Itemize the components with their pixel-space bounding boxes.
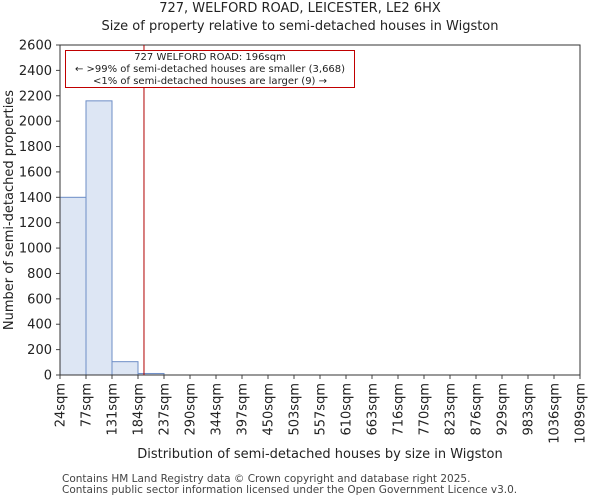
- plot-border: [59, 44, 581, 376]
- histogram-bar: [85, 100, 113, 376]
- x-tick-label: 1036sqm: [548, 383, 563, 444]
- x-tick-label: 344sqm: [210, 383, 225, 436]
- y-tick-label: 400: [27, 318, 52, 333]
- x-tick-label: 823sqm: [444, 383, 459, 436]
- chart-subtitle: Size of property relative to semi-detach…: [101, 19, 499, 34]
- x-tick-label: 983sqm: [522, 383, 537, 436]
- x-tick-label: 716sqm: [392, 383, 407, 436]
- x-tick-label: 929sqm: [496, 383, 511, 436]
- y-tick-label: 0: [44, 369, 52, 384]
- annotation-line-2: ← >99% of semi-detached houses are small…: [74, 64, 346, 75]
- annotation-line-3: <1% of semi-detached houses are larger (…: [92, 76, 328, 87]
- footer-line-2: Contains public sector information licen…: [62, 484, 518, 496]
- y-tick-label: 2600: [19, 39, 52, 54]
- x-tick-label: 24sqm: [54, 383, 69, 427]
- marker-annotation: 727 WELFORD ROAD: 196sqm ← >99% of semi-…: [65, 50, 355, 88]
- x-axis: 24sqm 77sqm 131sqm 184sqm 237sqm 290sqm 344sqm…: [54, 375, 589, 444]
- x-tick-label: 876sqm: [470, 383, 485, 436]
- plot-frame: [59, 44, 581, 376]
- x-tick-label: 450sqm: [262, 383, 277, 436]
- x-tick-label: 77sqm: [80, 383, 95, 427]
- y-axis: 0 200 400 600 800 1000 1200 1400 1600 1800 2000 220…: [19, 39, 60, 384]
- x-tick-label: 397sqm: [236, 383, 251, 436]
- x-tick-label: 663sqm: [366, 383, 381, 436]
- y-tick-label: 200: [27, 343, 52, 358]
- chart-title: 727, WELFORD ROAD, LEICESTER, LE2 6HX: [159, 1, 441, 16]
- x-tick-label: 557sqm: [314, 383, 329, 436]
- bars: [59, 100, 165, 376]
- x-tick-label: 610sqm: [340, 383, 355, 436]
- x-tick-label: 1089sqm: [574, 383, 589, 444]
- y-tick-label: 1000: [19, 242, 52, 257]
- y-tick-label: 1200: [19, 216, 52, 231]
- y-tick-label: 2400: [19, 64, 52, 79]
- y-tick-label: 1400: [19, 191, 52, 206]
- x-tick-label: 237sqm: [158, 383, 173, 436]
- y-tick-label: 1600: [19, 165, 52, 180]
- x-tick-label: 290sqm: [184, 383, 199, 436]
- histogram-bar: [111, 361, 139, 376]
- y-axis-label: Number of semi-detached properties: [2, 90, 17, 330]
- y-tick-label: 800: [27, 267, 52, 282]
- histogram-bar: [59, 196, 87, 376]
- x-tick-label: 184sqm: [132, 383, 147, 436]
- y-tick-label: 2200: [19, 89, 52, 104]
- y-tick-label: 600: [27, 292, 52, 307]
- y-tick-label: 2000: [19, 115, 52, 130]
- x-tick-label: 503sqm: [288, 383, 303, 436]
- x-axis-label: Distribution of semi-detached houses by …: [137, 447, 502, 462]
- annotation-line-1: 727 WELFORD ROAD: 196sqm: [134, 52, 286, 63]
- y-tick-label: 1800: [19, 140, 52, 155]
- footer-line-1: Contains HM Land Registry data © Crown c…: [62, 473, 471, 485]
- x-tick-label: 770sqm: [418, 383, 433, 436]
- x-tick-label: 131sqm: [106, 383, 121, 436]
